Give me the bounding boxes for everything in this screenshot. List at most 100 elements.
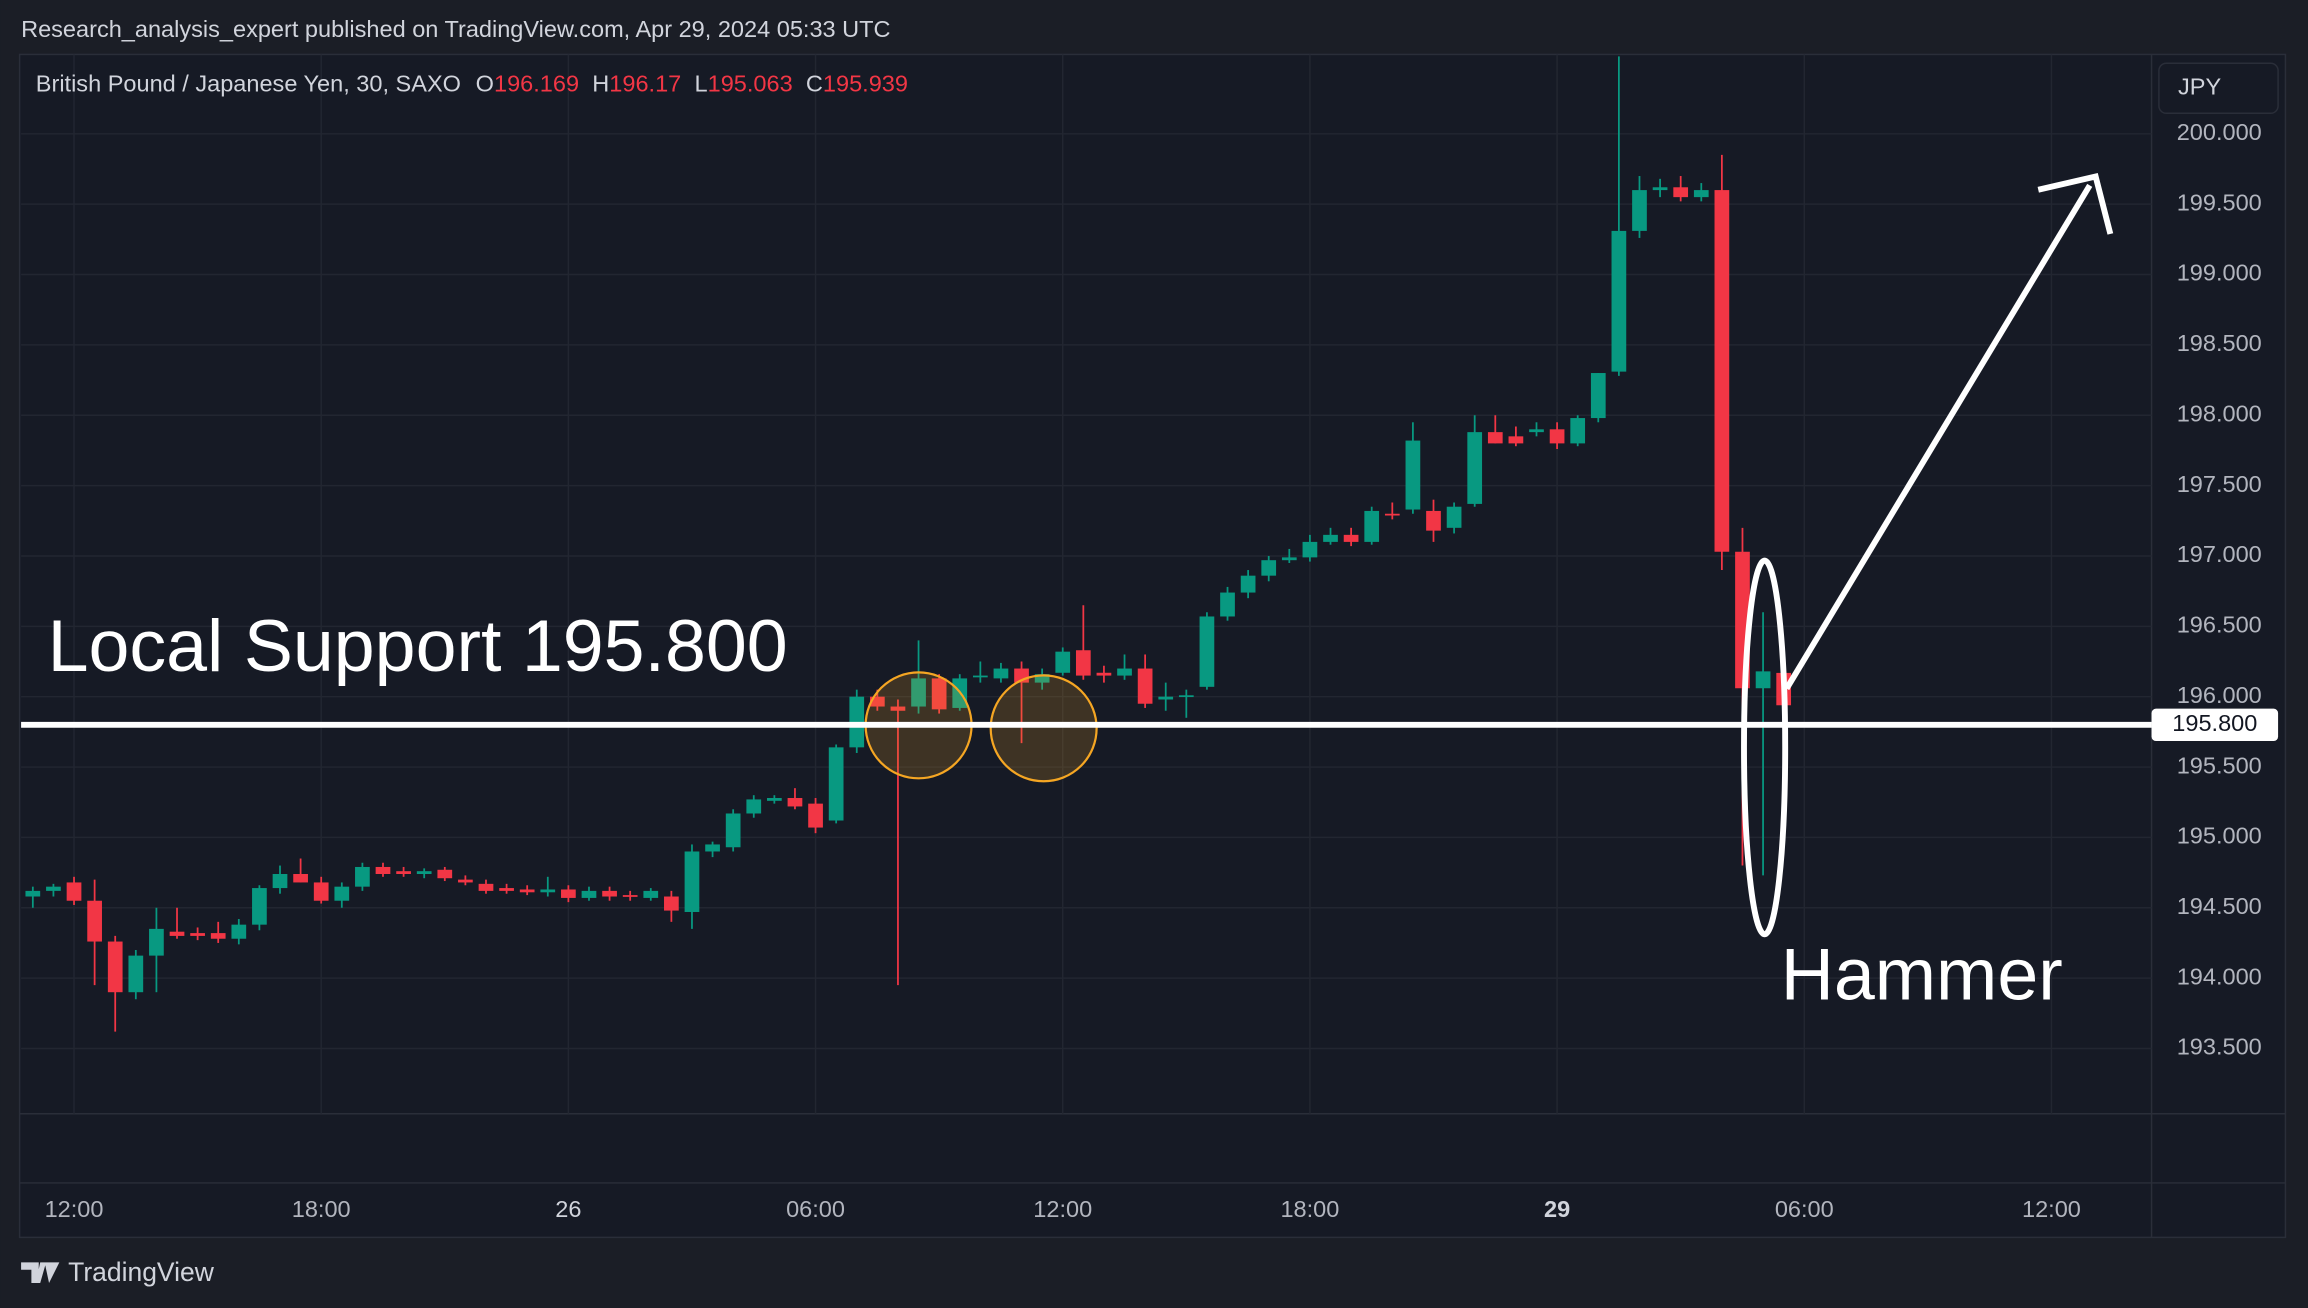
y-tick-label: 198.000 xyxy=(2177,400,2262,426)
y-tick-label: 199.500 xyxy=(2177,189,2262,215)
symbol-title: British Pound / Japanese Yen, 30, SAXO xyxy=(36,71,461,97)
candle-body xyxy=(602,890,617,897)
x-tick-label: 06:00 xyxy=(786,1196,845,1222)
candle-body xyxy=(128,955,144,993)
candle-body xyxy=(458,879,473,883)
candle-body xyxy=(231,924,247,939)
candle-body xyxy=(1117,668,1132,676)
y-tick-label: 197.500 xyxy=(2177,471,2262,497)
candle-body xyxy=(46,886,61,891)
candle-body xyxy=(869,696,885,707)
x-tick-label: 12:00 xyxy=(2022,1196,2081,1222)
brand-name: TradingView xyxy=(68,1257,215,1287)
chart-panel xyxy=(18,53,2287,1239)
candle-body xyxy=(828,747,844,821)
arrow-head xyxy=(2037,173,2114,235)
candle-body xyxy=(25,890,41,897)
y-tick-label: 196.000 xyxy=(2177,682,2262,708)
candle-body xyxy=(1075,650,1091,676)
ohlc-key: O xyxy=(476,71,494,97)
pattern-annotation: Hammer xyxy=(1781,932,2063,1015)
candle-body xyxy=(210,933,226,939)
currency-label: JPY xyxy=(2178,73,2221,99)
y-tick-label: 198.500 xyxy=(2177,330,2262,356)
candle-body xyxy=(972,675,988,678)
candle-body xyxy=(1549,429,1565,444)
candle-body xyxy=(1590,373,1606,419)
candle-body xyxy=(437,869,453,879)
candle-body xyxy=(1199,616,1215,687)
ohlc-value: 195.939 xyxy=(823,71,908,97)
symbol-legend: British Pound / Japanese Yen, 30, SAXO O 1… xyxy=(36,71,908,97)
x-tick-label: 26 xyxy=(555,1196,581,1222)
candle-body xyxy=(767,798,782,801)
currency-button[interactable] xyxy=(2158,62,2279,115)
candle-body xyxy=(705,844,720,852)
candle-body xyxy=(1755,671,1771,689)
y-tick-label: 200.000 xyxy=(2177,119,2262,145)
candle-body xyxy=(1673,187,1689,198)
legend-bar: British Pound / Japanese Yen, 30, SAXO O 1… xyxy=(36,71,908,97)
candle-body xyxy=(1178,695,1194,698)
candle-body xyxy=(293,873,308,883)
candles xyxy=(25,56,1792,1032)
x-tick-label: 12:00 xyxy=(1033,1196,1092,1222)
candle-body xyxy=(622,895,638,897)
candle-body xyxy=(1384,513,1400,516)
candle-body xyxy=(1302,541,1318,558)
candle-body xyxy=(1652,187,1668,191)
candle-body xyxy=(993,668,1009,679)
support-annotation: Local Support 195.800 xyxy=(48,604,788,687)
support-price-box xyxy=(2151,708,2279,742)
candle-body xyxy=(787,798,803,807)
candle-body xyxy=(1220,592,1235,617)
footer: TradingView xyxy=(21,1257,215,1287)
candle-body xyxy=(107,941,123,993)
candle-body xyxy=(725,813,741,848)
candle-body xyxy=(1426,510,1441,531)
candle-body xyxy=(931,678,947,710)
brand-logo xyxy=(21,1262,60,1283)
candle-body xyxy=(746,799,762,814)
candle-body xyxy=(416,871,432,874)
candle-body xyxy=(1693,190,1709,198)
y-tick-label: 194.500 xyxy=(2177,893,2262,919)
candle-body xyxy=(519,889,535,893)
candle-body xyxy=(1405,440,1421,510)
candle-body xyxy=(252,888,267,925)
candle-body xyxy=(396,871,411,874)
candle-body xyxy=(684,851,700,912)
candle-body xyxy=(1446,506,1462,528)
candle-body xyxy=(272,873,288,889)
axes: 193.500 194.000 194.500 195.000 195.500 196.0… xyxy=(45,119,2262,1222)
candle-body xyxy=(1034,674,1050,683)
publisher-line: Research_analysis_expert published on Tr… xyxy=(21,16,890,42)
y-tick-label: 197.000 xyxy=(2177,541,2262,567)
candle-body xyxy=(355,866,370,887)
candle-body xyxy=(1158,696,1174,700)
candle-body xyxy=(890,706,906,711)
candle-body xyxy=(190,933,205,936)
candle-body xyxy=(1343,534,1359,542)
candle-body xyxy=(1055,651,1071,673)
candle-body xyxy=(911,678,926,707)
candle-body xyxy=(1137,668,1153,704)
candle-body xyxy=(1096,672,1112,676)
highlight-circle xyxy=(989,674,1098,783)
ohlc-value: 195.063 xyxy=(708,71,793,97)
candle-body xyxy=(643,890,659,898)
candle-body xyxy=(1570,418,1586,444)
candle-body xyxy=(1529,429,1544,433)
grid xyxy=(21,54,2152,1114)
candle-body xyxy=(169,931,185,936)
candle-body xyxy=(375,866,391,874)
y-tick-label: 195.500 xyxy=(2177,752,2262,778)
candle-body xyxy=(1467,432,1483,504)
candle-body xyxy=(540,889,556,893)
candle-body xyxy=(1323,534,1338,542)
support-price-label: 195.800 xyxy=(2172,710,2257,736)
candle-body xyxy=(1611,230,1627,372)
ohlc-key: L xyxy=(695,71,708,97)
